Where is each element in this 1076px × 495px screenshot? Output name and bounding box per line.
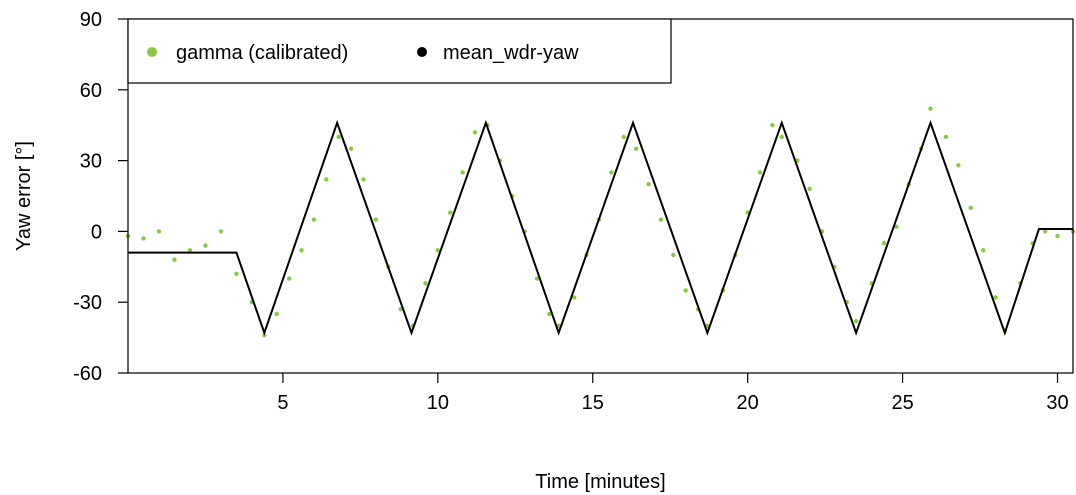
gamma-point	[968, 205, 973, 210]
gamma-point	[881, 241, 887, 246]
gamma-point	[1042, 229, 1048, 234]
gamma-point	[187, 248, 193, 253]
gamma-point	[460, 170, 465, 175]
y-axis-title: Yaw error [°]	[13, 141, 35, 251]
x-tick-label: 5	[277, 392, 288, 414]
gamma-point	[423, 281, 428, 286]
legend-swatch-mean-wdr-yaw	[417, 47, 427, 57]
y-tick-label: -30	[73, 292, 102, 314]
gamma-point	[853, 318, 859, 324]
gamma-point	[472, 130, 478, 135]
x-axis-title: Time [minutes]	[535, 471, 665, 493]
gamma-point	[373, 217, 379, 222]
y-tick-label: 60	[80, 80, 102, 102]
gamma-point	[658, 217, 664, 222]
gamma-point	[448, 210, 453, 215]
gamma-point	[633, 146, 639, 151]
gamma-point	[770, 123, 775, 128]
gamma-point	[286, 276, 292, 281]
x-tick-label: 10	[427, 392, 449, 414]
gamma-point	[683, 288, 688, 293]
gamma-point	[621, 134, 626, 140]
gamma-point	[671, 252, 676, 258]
mean-wdr-yaw-line	[128, 119, 1073, 336]
gamma-point	[928, 106, 933, 111]
gamma-point	[156, 229, 162, 234]
y-tick-label: 0	[91, 221, 102, 243]
x-tick-label: 30	[1046, 392, 1068, 414]
gamma-point	[311, 217, 317, 222]
legend-label-mean-wdr-yaw: mean_wdr-yaw	[443, 42, 579, 64]
gamma-point	[172, 257, 177, 262]
x-tick-label: 15	[582, 392, 604, 414]
gamma-point	[571, 295, 577, 300]
gamma-point	[894, 224, 899, 229]
gamma-point	[361, 177, 366, 182]
x-tick-label: 25	[891, 392, 913, 414]
gamma-point	[234, 271, 239, 277]
gamma-point	[779, 134, 784, 140]
mean-wdr-yaw-line-layer	[128, 119, 1073, 336]
gamma-point	[547, 311, 552, 317]
gamma-point	[324, 177, 329, 182]
x-tick-label: 20	[737, 392, 759, 414]
legend: gamma (calibrated) mean_wdr-yaw	[127, 18, 672, 84]
y-axis: -60 -30 0 30 60 90	[73, 9, 128, 385]
gamma-point	[1055, 233, 1060, 239]
legend-swatch-gamma-calibrated	[147, 47, 157, 57]
gamma-point	[218, 229, 224, 234]
gamma-point	[980, 248, 986, 253]
gamma-point	[274, 311, 279, 317]
gamma-point	[348, 146, 354, 151]
gamma-point	[757, 170, 763, 175]
gamma-point	[956, 163, 961, 168]
legend-box	[127, 18, 672, 84]
y-tick-label: -60	[73, 363, 102, 385]
gamma-point	[203, 243, 208, 248]
gamma-point	[943, 134, 949, 140]
gamma-point	[336, 134, 341, 140]
gamma-point	[435, 248, 441, 253]
gamma-point	[299, 248, 304, 253]
gamma-point	[141, 236, 146, 241]
legend-label-gamma-calibrated: gamma (calibrated)	[176, 42, 348, 64]
gamma-point	[993, 295, 998, 300]
y-tick-label: 30	[80, 151, 102, 173]
gamma-point	[534, 276, 540, 281]
gamma-point	[646, 182, 651, 187]
gamma-point	[609, 170, 614, 175]
y-tick-label: 90	[80, 9, 102, 31]
gamma-point	[807, 186, 812, 192]
x-axis: 5 10 15 20 25 30	[277, 373, 1069, 414]
